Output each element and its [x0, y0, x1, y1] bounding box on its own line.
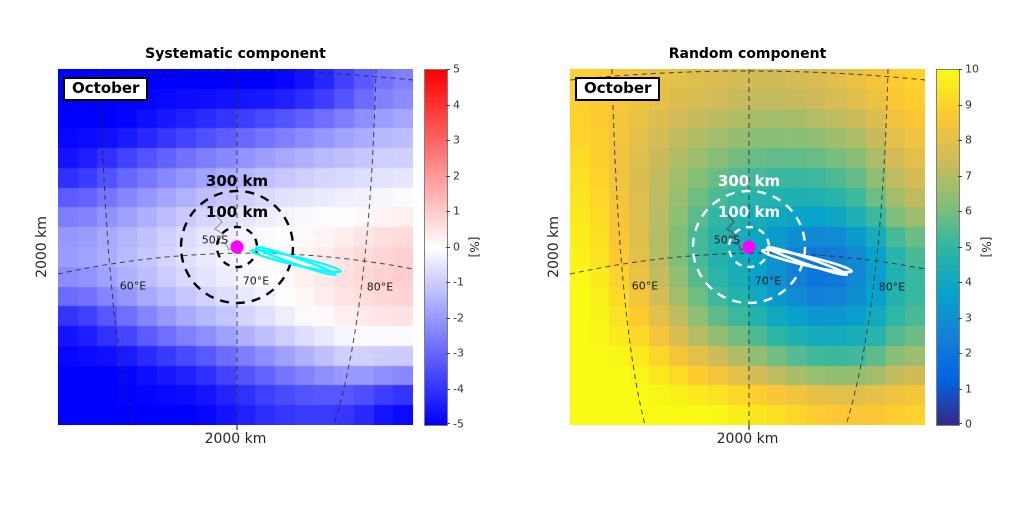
uncertainty-ellipse-2: [765, 245, 849, 277]
colorbar-tick-label: 1: [965, 382, 972, 395]
colorbar-tick-mark: [446, 246, 450, 248]
colorbar-tick-mark: [446, 211, 450, 212]
colorbar-tick-label: 5: [965, 240, 972, 253]
map-overlay-systematic: [57, 68, 414, 430]
ring-label-300km: 300 km: [205, 172, 269, 190]
colorbar-tick-label: 1: [453, 204, 460, 218]
colorbar-tick-mark: [958, 69, 962, 70]
colorbar-tick-mark: [958, 282, 962, 283]
colorbar-tick-label: 0: [965, 417, 972, 431]
colorbar-tick-mark: [958, 246, 962, 248]
map-overlay-random: [569, 68, 926, 430]
colorbar-tick-mark: [446, 388, 450, 390]
map-plot-systematic: October 300 km 100 km 50°S 60°E 70°E 80°…: [57, 68, 414, 430]
colorbar-tick-label: 10: [965, 62, 979, 76]
x-axis-label: 2000 km: [204, 431, 267, 447]
colorbar-tick-label: -1: [453, 275, 464, 289]
month-badge: October: [63, 77, 149, 101]
colorbar-tick-mark: [958, 211, 962, 212]
range-ring-300km: [691, 189, 807, 305]
colorbar-tick-mark: [958, 140, 962, 141]
colorbar-tick-label: -5: [453, 417, 464, 431]
y-axis-label: 2000 km: [546, 216, 562, 278]
colorbar-tick-label: 9: [965, 98, 972, 111]
colorbar-tick-label: -3: [453, 346, 464, 360]
colorbar-tick-label: -2: [453, 311, 464, 324]
lon-label-80e: 80°E: [366, 280, 394, 294]
colorbar-tick-label: 5: [453, 62, 460, 76]
colorbar-tick-mark: [446, 423, 450, 424]
station-marker: [742, 240, 756, 254]
lon-label-70e: 70°E: [242, 274, 270, 288]
ring-label-100km: 100 km: [205, 203, 269, 221]
lon-label-80e: 80°E: [878, 280, 906, 294]
uncertainty-ellipses: [760, 245, 854, 277]
colorbar-tick-mark: [958, 317, 962, 319]
colorbar-tick-mark: [446, 140, 450, 141]
uncertainty-ellipse-2: [255, 245, 337, 277]
colorbar-tick-label: 2: [453, 169, 460, 182]
parallel-top: [569, 70, 926, 81]
colorbar-unit-label: [%]: [979, 236, 993, 258]
colorbar-tick-mark: [446, 317, 450, 319]
colorbar-tick-label: 7: [965, 169, 972, 182]
ring-label-100km: 100 km: [717, 203, 781, 221]
range-ring-300km: [179, 189, 295, 305]
colorbar-tick-mark: [958, 175, 962, 177]
parallel-top: [57, 70, 414, 81]
colorbar-tick-label: 3: [453, 133, 460, 147]
colorbar-tick-label: 4: [965, 275, 972, 289]
lat-label-50s: 50°S: [713, 233, 741, 247]
colorbar-random: [936, 69, 960, 426]
colorbar-tick-label: 0: [453, 240, 460, 253]
uncertainty-ellipse-1: [760, 248, 854, 274]
colorbar-tick-mark: [958, 388, 962, 390]
ring-label-300km: 300 km: [717, 172, 781, 190]
lat-label-50s: 50°S: [201, 233, 229, 247]
month-badge: October: [575, 77, 661, 101]
meridian-80e: [333, 68, 377, 426]
colorbar-unit-label: [%]: [467, 236, 481, 258]
meridian-60e: [611, 68, 646, 426]
colorbar-tick-mark: [446, 104, 450, 106]
panel-title: Random component: [668, 46, 827, 62]
lon-label-70e: 70°E: [754, 274, 782, 288]
colorbar-tick-label: 2: [965, 346, 972, 360]
station-marker: [230, 240, 244, 254]
lon-label-60e: 60°E: [119, 279, 147, 293]
panel-title: Systematic component: [145, 46, 326, 62]
meridian-80e: [845, 68, 889, 426]
parallel-50s: [569, 252, 926, 275]
colorbar-tick-mark: [446, 175, 450, 177]
colorbar-tick-mark: [446, 69, 450, 70]
uncertainty-ellipses: [250, 245, 342, 277]
x-axis-label: 2000 km: [716, 431, 779, 447]
colorbar-tick-label: 6: [965, 204, 972, 218]
y-axis-label: 2000 km: [34, 216, 50, 278]
colorbar-tick-mark: [958, 423, 962, 424]
colorbar-tick-mark: [446, 282, 450, 283]
colorbar-tick-mark: [958, 353, 962, 354]
map-plot-random: October 300 km 100 km 50°S 60°E 70°E 80°…: [569, 68, 926, 430]
colorbar-systematic: [424, 69, 448, 426]
colorbar-tick-mark: [446, 353, 450, 354]
colorbar-tick-label: -4: [453, 382, 464, 395]
colorbar-tick-label: 8: [965, 133, 972, 147]
parallel-50s: [57, 252, 414, 275]
colorbar-tick-label: 4: [453, 98, 460, 111]
colorbar-tick-label: 3: [965, 311, 972, 324]
lon-label-60e: 60°E: [631, 279, 659, 293]
island-outline: [214, 214, 236, 251]
meridian-60e: [99, 68, 134, 426]
colorbar-tick-mark: [958, 104, 962, 106]
island-outline: [726, 214, 748, 251]
